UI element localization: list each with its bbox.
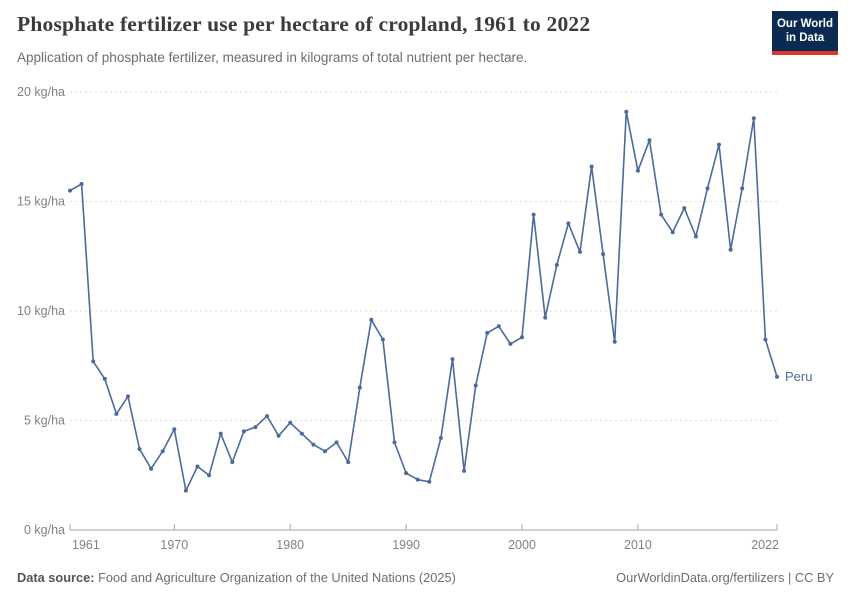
license-note[interactable]: OurWorldinData.org/fertilizers | CC BY <box>616 570 834 585</box>
data-point-2019[interactable] <box>740 186 745 191</box>
data-point-1984[interactable] <box>334 440 339 445</box>
data-point-1967[interactable] <box>137 447 142 451</box>
data-point-2021[interactable] <box>763 337 768 342</box>
data-point-2002[interactable] <box>543 315 548 320</box>
data-point-2006[interactable] <box>589 164 594 169</box>
data-source-text: Food and Agriculture Organization of the… <box>94 570 456 585</box>
owid-logo: Our World in Data <box>772 11 838 55</box>
data-source-note: Data source: Food and Agriculture Organi… <box>17 570 456 585</box>
data-point-1987[interactable] <box>369 317 374 322</box>
x-axis-tick-label: 1970 <box>160 538 188 552</box>
x-axis-tick-label: 1980 <box>276 538 304 552</box>
data-point-1972[interactable] <box>195 464 200 469</box>
data-point-2009[interactable] <box>624 109 629 114</box>
data-point-1965[interactable] <box>114 411 119 416</box>
data-point-1999[interactable] <box>508 341 513 346</box>
data-source-label: Data source: <box>17 570 95 585</box>
data-point-1996[interactable] <box>473 383 478 388</box>
data-point-1989[interactable] <box>392 440 397 445</box>
data-point-1963[interactable] <box>91 359 96 364</box>
data-point-1975[interactable] <box>230 460 235 465</box>
data-point-1976[interactable] <box>241 429 246 434</box>
data-point-2003[interactable] <box>554 263 559 267</box>
data-point-2008[interactable] <box>612 339 617 344</box>
chart-title: Phosphate fertilizer use per hectare of … <box>17 12 591 36</box>
y-axis-tick-label: 20 kg/ha <box>17 85 65 99</box>
y-axis-tick-label: 10 kg/ha <box>17 304 65 318</box>
data-point-1968[interactable] <box>149 466 154 471</box>
chart-subtitle: Application of phosphate fertilizer, mea… <box>17 50 528 65</box>
data-point-2016[interactable] <box>705 186 710 191</box>
line-chart-plot: 0 kg/ha 5 kg/ha 10 kg/ha 15 kg/ha 20 kg/ha 19… <box>17 85 812 552</box>
x-axis-tick-label: 2022 <box>751 538 779 552</box>
data-point-2017[interactable] <box>717 142 721 147</box>
data-point-1973[interactable] <box>207 473 212 478</box>
data-point-1985[interactable] <box>346 460 351 465</box>
data-point-1979[interactable] <box>276 433 281 438</box>
data-point-2020[interactable] <box>751 116 756 121</box>
data-point-1980[interactable] <box>288 420 293 425</box>
data-point-1966[interactable] <box>126 394 130 399</box>
data-point-2022[interactable] <box>775 374 779 379</box>
data-point-2015[interactable] <box>693 234 698 239</box>
data-point-2007[interactable] <box>601 252 606 257</box>
data-point-1981[interactable] <box>299 431 304 436</box>
y-axis-tick-label: 5 kg/ha <box>24 414 65 428</box>
x-axis-tick-label: 2000 <box>508 538 536 552</box>
data-point-1994[interactable] <box>450 357 455 362</box>
data-point-2012[interactable] <box>659 212 664 217</box>
data-point-1995[interactable] <box>462 468 467 473</box>
data-point-2004[interactable] <box>566 221 571 226</box>
data-point-1964[interactable] <box>102 376 107 381</box>
owid-logo-line2: in Data <box>785 32 825 44</box>
data-point-2013[interactable] <box>670 230 675 235</box>
data-point-1993[interactable] <box>438 436 443 440</box>
data-point-1998[interactable] <box>496 324 501 329</box>
data-point-1969[interactable] <box>160 449 165 454</box>
owid-logo-line1: Our World <box>776 17 833 30</box>
data-point-1997[interactable] <box>485 330 490 335</box>
data-point-1982[interactable] <box>311 442 316 447</box>
data-point-1978[interactable] <box>265 414 269 419</box>
data-point-1990[interactable] <box>404 471 409 476</box>
chart-footer: Data source: Food and Agriculture Organi… <box>17 570 834 585</box>
data-point-1977[interactable] <box>253 425 258 430</box>
y-axis-tick-label: 15 kg/ha <box>17 195 65 209</box>
data-point-2001[interactable] <box>531 212 536 217</box>
series-end-label-peru[interactable]: Peru <box>785 369 812 384</box>
data-point-1986[interactable] <box>357 385 362 390</box>
data-point-1992[interactable] <box>427 479 432 484</box>
data-point-2014[interactable] <box>682 206 687 211</box>
data-point-2011[interactable] <box>647 138 652 143</box>
data-point-1974[interactable] <box>218 431 223 436</box>
series-line-peru[interactable] <box>69 110 778 492</box>
data-point-2018[interactable] <box>728 247 733 252</box>
data-point-1991[interactable] <box>415 477 420 482</box>
data-point-1971[interactable] <box>183 488 188 493</box>
x-axis-tick-label: 2010 <box>624 538 652 552</box>
x-axis-tick-label: 1961 <box>72 538 100 552</box>
data-point-1961[interactable] <box>68 188 72 193</box>
data-point-1983[interactable] <box>323 449 327 454</box>
data-point-2005[interactable] <box>578 249 582 254</box>
y-axis-tick-label: 0 kg/ha <box>24 523 65 537</box>
data-point-1970[interactable] <box>172 427 177 432</box>
x-axis-tick-label: 1990 <box>392 538 420 552</box>
data-point-2010[interactable] <box>635 168 640 173</box>
data-point-2000[interactable] <box>520 335 524 340</box>
data-point-1988[interactable] <box>380 337 385 342</box>
data-point-1962[interactable] <box>79 182 84 186</box>
